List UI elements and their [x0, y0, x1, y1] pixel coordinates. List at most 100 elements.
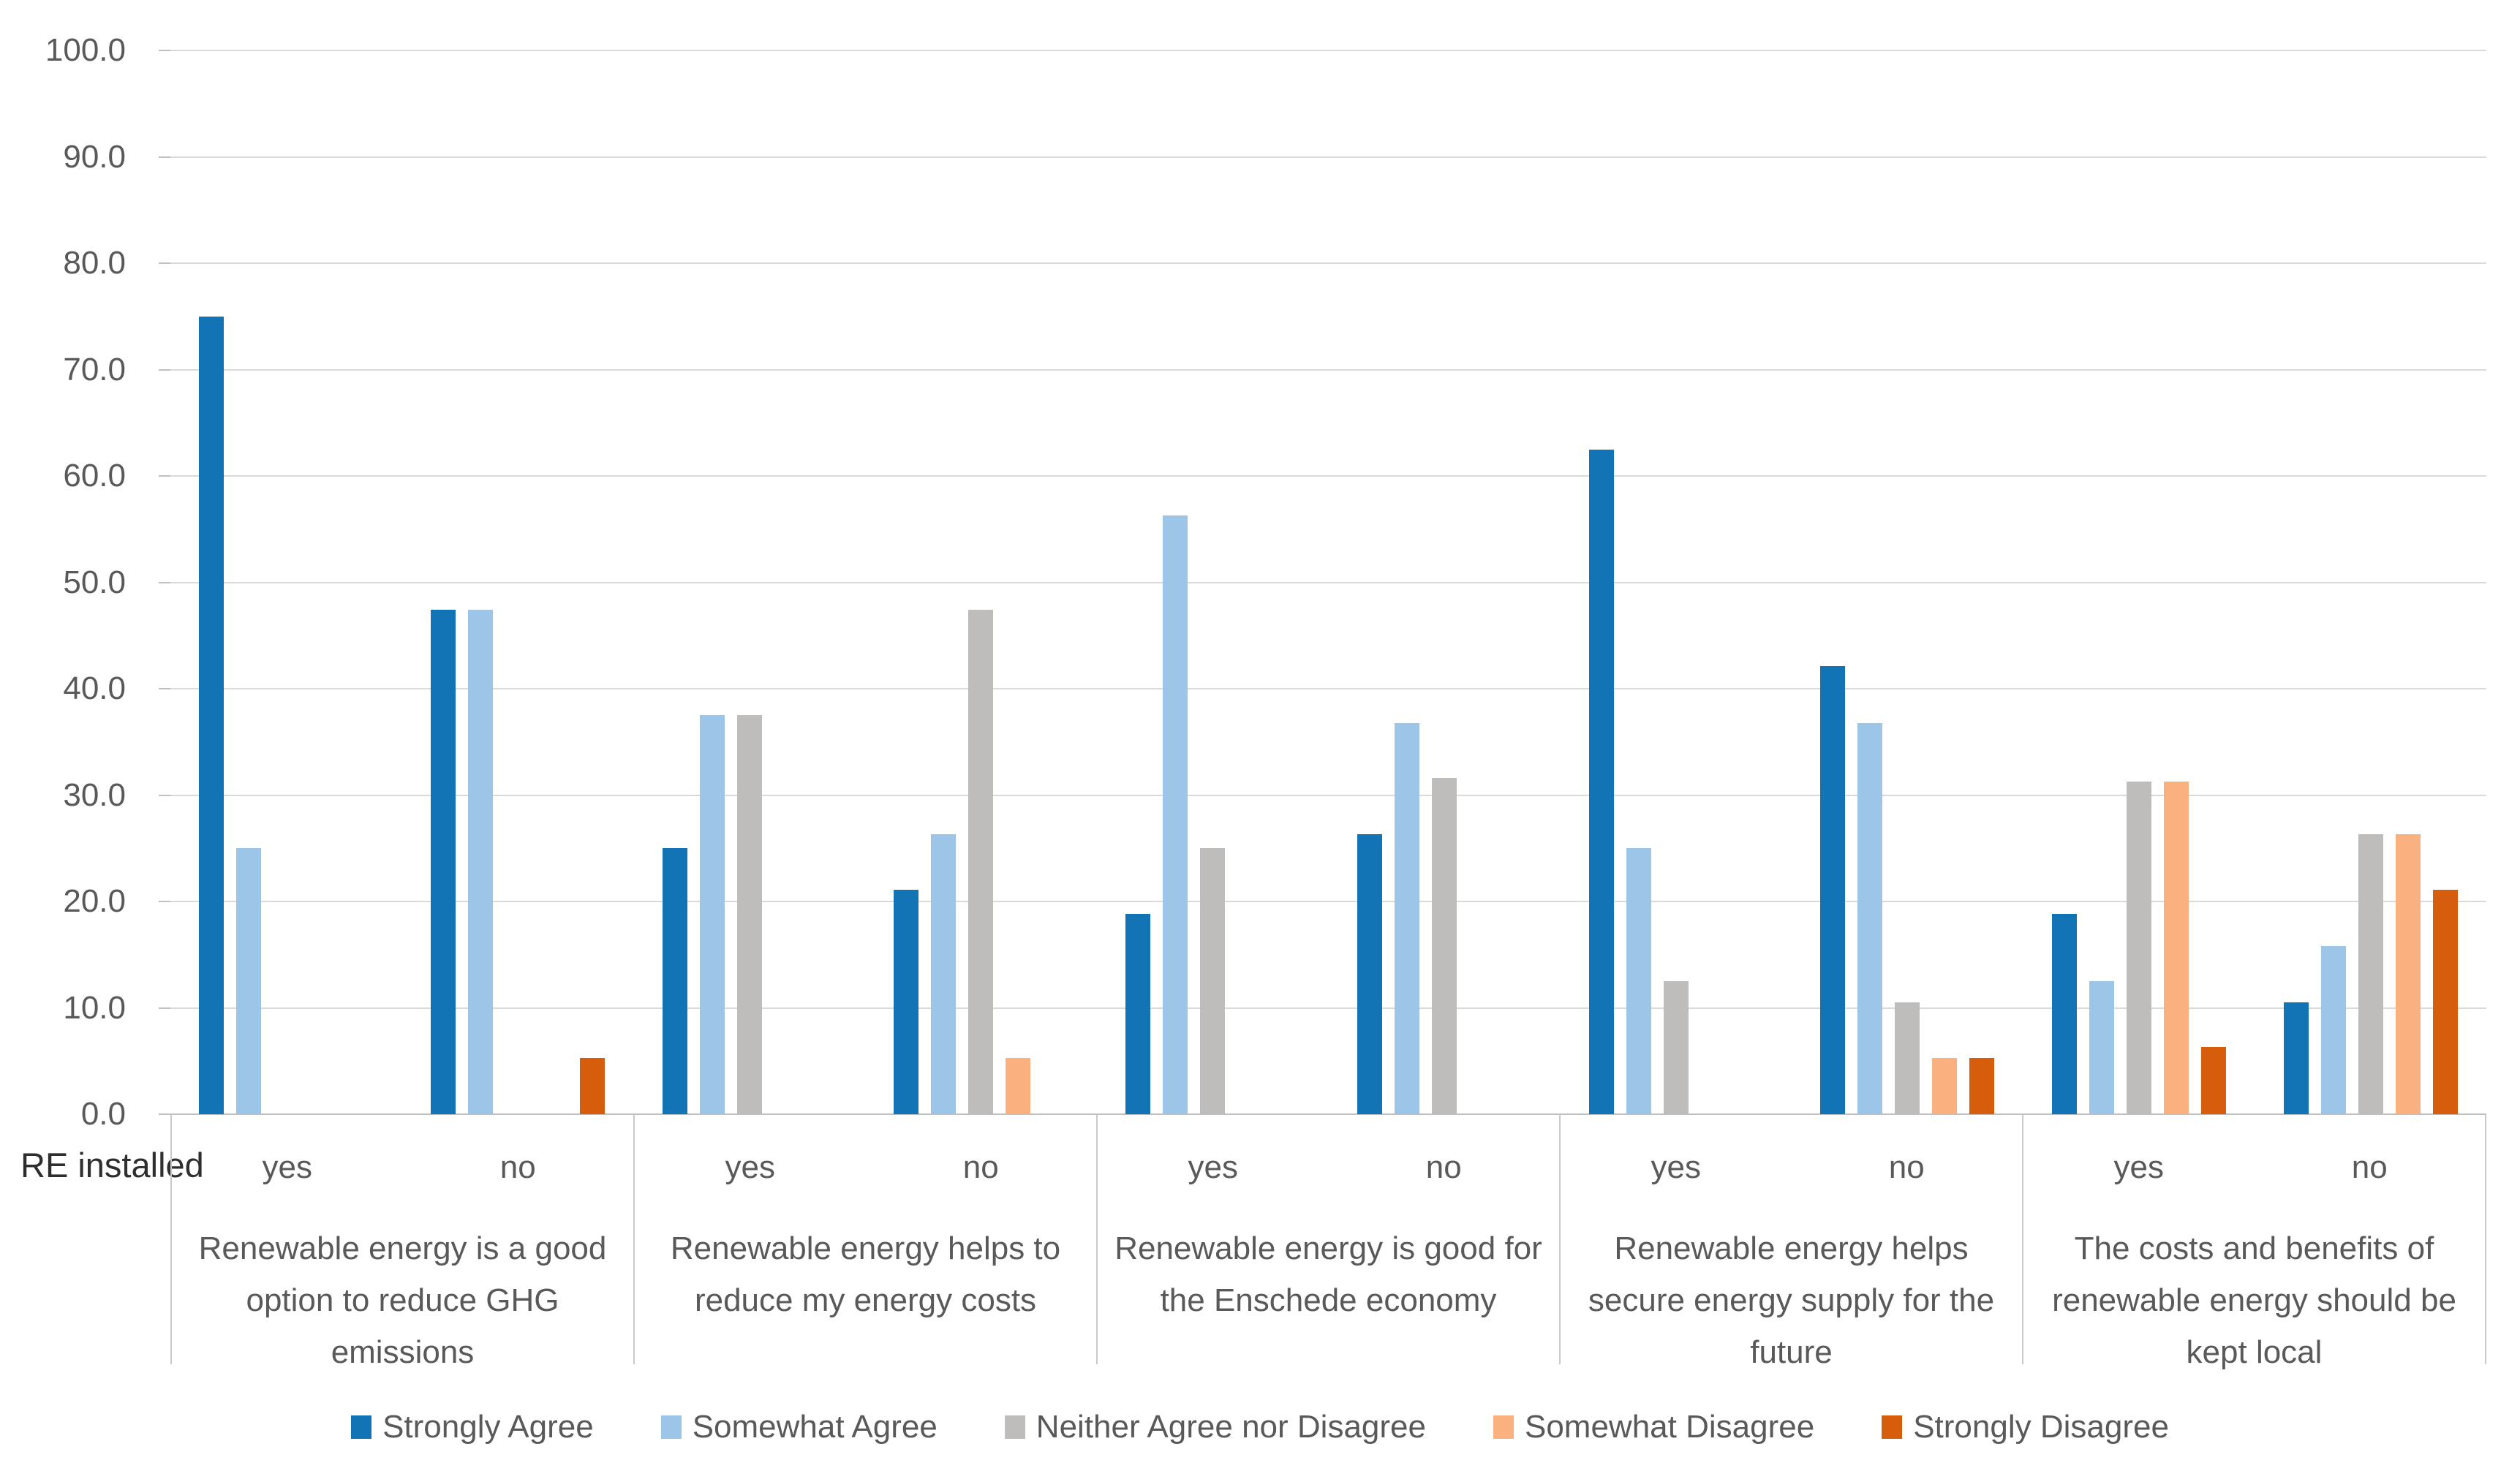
bar-neither-agree-nor-disagree — [736, 715, 762, 1114]
legend-swatch — [1493, 1415, 1514, 1439]
gridline — [170, 901, 2486, 902]
bar-strongly-agree — [2051, 914, 2077, 1114]
cluster-yes — [199, 50, 373, 1114]
y-tick-mark — [159, 368, 170, 371]
category-group-cell: yes no Renewable energy is a good option t… — [170, 1114, 635, 1370]
bar-neither-agree-nor-disagree — [2126, 781, 2151, 1114]
row-axis-label: RE installed — [20, 1146, 204, 1184]
cluster-yes — [1125, 50, 1299, 1114]
gridline — [170, 1007, 2486, 1009]
category-group-cell: yes no Renewable energy helps to reduce my… — [635, 1114, 1098, 1364]
bar-strongly-agree — [662, 848, 687, 1114]
bar-somewhat-agree — [699, 715, 725, 1114]
y-tick-mark — [159, 475, 170, 477]
legend-item-somewhat-disagree: Somewhat Disagree — [1493, 1409, 1814, 1445]
bar-neither-agree-nor-disagree — [1431, 778, 1457, 1114]
subgroup-label-yes: yes — [262, 1149, 312, 1185]
category-axis: yes no Renewable energy is a good option t… — [170, 1114, 2486, 1370]
bar-strongly-agree — [1125, 914, 1151, 1114]
y-tick-mark — [159, 794, 170, 796]
bar-somewhat-agree — [1857, 722, 1883, 1114]
legend-label: Somewhat Disagree — [1524, 1409, 1815, 1445]
bar-somewhat-disagree — [2163, 781, 2189, 1114]
y-tick-label: 20.0 — [63, 883, 126, 919]
bar-group — [1560, 50, 2023, 1114]
bar-somewhat-disagree — [1006, 1057, 1031, 1114]
cluster-no — [431, 50, 606, 1114]
cluster-no — [1820, 50, 1995, 1114]
subgroup-label-no: no — [1425, 1149, 1462, 1185]
bar-neither-agree-nor-disagree — [968, 610, 994, 1114]
subgroup-label-no: no — [499, 1149, 536, 1185]
bar-strongly-agree — [431, 610, 456, 1114]
question-label: Renewable energy helps to reduce my ener… — [670, 1230, 1061, 1318]
gridline — [170, 794, 2486, 796]
gridline — [170, 368, 2486, 371]
bar-strongly-disagree — [580, 1057, 606, 1114]
y-tick-label: 10.0 — [63, 989, 126, 1026]
bar-somewhat-agree — [2089, 981, 2114, 1114]
subgroup-label-no: no — [1888, 1149, 1925, 1185]
y-tick-mark — [159, 901, 170, 902]
y-tick-label: 90.0 — [63, 138, 126, 175]
y-tick-label: 0.0 — [80, 1096, 126, 1132]
y-tick-label: 60.0 — [63, 458, 126, 494]
legend-label: Strongly Agree — [382, 1409, 594, 1445]
bar-strongly-agree — [1588, 449, 1614, 1114]
bar-group — [2023, 50, 2486, 1114]
bar-strongly-agree — [199, 316, 225, 1114]
category-group-cell: yes no The costs and benefits of renewable… — [2023, 1114, 2486, 1370]
legend-item-strongly-agree: Strongly Agree — [351, 1409, 594, 1445]
bar-somewhat-agree — [236, 848, 262, 1114]
y-tick-mark — [159, 156, 170, 158]
question-label: Renewable energy is a good option to red… — [198, 1230, 607, 1370]
bar-somewhat-agree — [931, 834, 957, 1114]
bar-neither-agree-nor-disagree — [1663, 981, 1689, 1114]
subgroup-label-yes: yes — [1188, 1149, 1238, 1185]
bar-group — [633, 50, 1096, 1114]
legend-item-neither-agree-nor-disagree: Neither Agree nor Disagree — [1004, 1409, 1426, 1445]
legend-item-strongly-disagree: Strongly Disagree — [1882, 1409, 2169, 1445]
bar-neither-agree-nor-disagree — [1895, 1002, 1920, 1114]
legend-swatch — [1004, 1415, 1025, 1439]
gridline — [170, 688, 2486, 689]
legend-item-somewhat-agree: Somewhat Agree — [660, 1409, 938, 1445]
question-label: Renewable energy is good for the Ensched… — [1114, 1230, 1542, 1318]
y-tick-mark — [159, 1007, 170, 1009]
subgroup-label-yes: yes — [2113, 1149, 2164, 1185]
cluster-no — [1357, 50, 1531, 1114]
y-tick-label: 50.0 — [63, 564, 126, 600]
category-group-cell: yes no Renewable energy is good for the En… — [1098, 1114, 1561, 1364]
y-tick-label: 30.0 — [63, 776, 126, 813]
bar-somewhat-disagree — [2395, 834, 2421, 1114]
bar-group — [1097, 50, 1560, 1114]
bar-strongly-disagree — [2432, 890, 2458, 1114]
legend-label: Neither Agree nor Disagree — [1035, 1409, 1426, 1445]
legend-swatch — [351, 1415, 372, 1439]
y-tick-mark — [159, 50, 170, 51]
bar-somewhat-agree — [2320, 946, 2346, 1114]
y-tick-mark — [159, 581, 170, 583]
category-group-cell: yes no Renewable energy helps secure energ… — [1561, 1114, 2023, 1370]
bar-neither-agree-nor-disagree — [1200, 848, 1226, 1114]
y-tick-mark — [159, 1113, 170, 1115]
legend: Strongly Agree Somewhat Agree Neither Agre… — [0, 1398, 2520, 1456]
bar-somewhat-agree — [1163, 515, 1188, 1114]
gridline — [170, 581, 2486, 583]
bar-somewhat-agree — [1626, 848, 1651, 1114]
gridline — [170, 50, 2486, 51]
cluster-yes — [2051, 50, 2226, 1114]
bar-somewhat-disagree — [1932, 1057, 1958, 1114]
cluster-no — [894, 50, 1068, 1114]
subgroup-label-no: no — [2351, 1149, 2388, 1185]
y-tick-mark — [159, 688, 170, 689]
bar-neither-agree-nor-disagree — [2358, 834, 2383, 1114]
bar-strongly-disagree — [1969, 1057, 1995, 1114]
gridline — [170, 475, 2486, 477]
y-tick-label: 70.0 — [63, 351, 126, 387]
subgroup-label-yes: yes — [1651, 1149, 1701, 1185]
gridline — [170, 156, 2486, 158]
y-tick-mark — [159, 262, 170, 264]
bar-strongly-agree — [1357, 834, 1382, 1114]
